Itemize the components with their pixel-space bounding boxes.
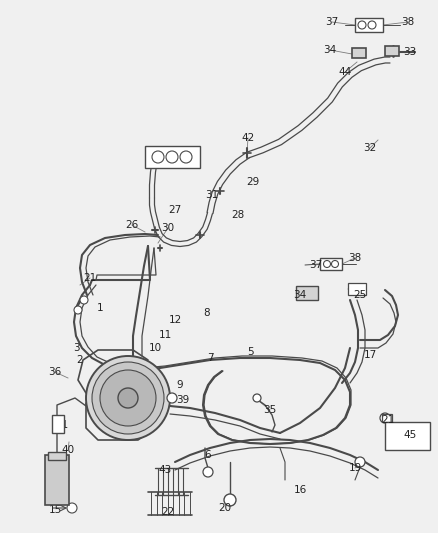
Text: 30: 30 — [162, 223, 175, 233]
Text: 8: 8 — [204, 308, 210, 318]
Circle shape — [74, 306, 82, 314]
Text: 29: 29 — [246, 177, 260, 187]
Text: 3: 3 — [73, 343, 79, 353]
Bar — [320, 258, 342, 270]
Text: 10: 10 — [148, 343, 162, 353]
Circle shape — [203, 467, 213, 477]
Circle shape — [86, 356, 170, 440]
Text: 2: 2 — [77, 355, 83, 365]
Text: 44: 44 — [339, 67, 352, 77]
Bar — [348, 283, 366, 295]
Bar — [145, 146, 200, 168]
Text: 26: 26 — [125, 220, 138, 230]
Text: 43: 43 — [159, 465, 172, 475]
Circle shape — [80, 296, 88, 304]
Text: 25: 25 — [353, 290, 367, 300]
Text: 34: 34 — [293, 290, 307, 300]
Circle shape — [180, 151, 192, 163]
Text: 32: 32 — [364, 143, 377, 153]
Circle shape — [100, 370, 156, 426]
Text: 17: 17 — [364, 350, 377, 360]
Text: 38: 38 — [401, 17, 415, 27]
Circle shape — [332, 261, 339, 268]
Text: 27: 27 — [168, 205, 182, 215]
Circle shape — [152, 151, 164, 163]
Text: 21: 21 — [381, 415, 395, 425]
Text: 1: 1 — [97, 303, 103, 313]
Text: 21: 21 — [83, 273, 97, 283]
Bar — [382, 414, 392, 422]
Text: 42: 42 — [241, 133, 254, 143]
Text: 37: 37 — [309, 260, 323, 270]
Text: 5: 5 — [247, 347, 253, 357]
Text: 31: 31 — [205, 190, 219, 200]
Text: 39: 39 — [177, 395, 190, 405]
Text: 6: 6 — [205, 450, 211, 460]
Circle shape — [358, 21, 366, 29]
Text: 34: 34 — [323, 45, 337, 55]
Circle shape — [166, 151, 178, 163]
Text: 15: 15 — [48, 505, 62, 515]
Circle shape — [167, 393, 177, 403]
Text: 22: 22 — [161, 507, 175, 517]
Text: 19: 19 — [348, 463, 362, 473]
Text: 37: 37 — [325, 17, 339, 27]
Circle shape — [355, 457, 365, 467]
Circle shape — [67, 503, 77, 513]
Bar — [296, 286, 318, 300]
Text: 45: 45 — [403, 430, 417, 440]
Text: 12: 12 — [168, 315, 182, 325]
Bar — [385, 46, 399, 56]
Text: 33: 33 — [403, 47, 417, 57]
Circle shape — [324, 261, 331, 268]
Text: 16: 16 — [293, 485, 307, 495]
Circle shape — [253, 394, 261, 402]
Circle shape — [224, 494, 236, 506]
Circle shape — [368, 21, 376, 29]
Text: 7: 7 — [207, 353, 213, 363]
Text: 18: 18 — [168, 147, 182, 157]
Text: 20: 20 — [219, 503, 232, 513]
Circle shape — [380, 413, 390, 423]
Text: 38: 38 — [348, 253, 362, 263]
Bar — [52, 415, 64, 433]
Bar — [48, 452, 66, 460]
Text: 28: 28 — [231, 210, 245, 220]
Text: 40: 40 — [61, 445, 74, 455]
Circle shape — [118, 388, 138, 408]
Text: 13: 13 — [48, 475, 62, 485]
Bar — [385, 422, 430, 450]
Bar — [352, 48, 366, 58]
Circle shape — [92, 362, 164, 434]
Text: 36: 36 — [48, 367, 62, 377]
Text: 35: 35 — [263, 405, 277, 415]
Bar — [45, 455, 69, 505]
Bar — [355, 18, 383, 32]
Text: 9: 9 — [177, 380, 184, 390]
Text: 41: 41 — [55, 420, 69, 430]
Text: 11: 11 — [159, 330, 172, 340]
